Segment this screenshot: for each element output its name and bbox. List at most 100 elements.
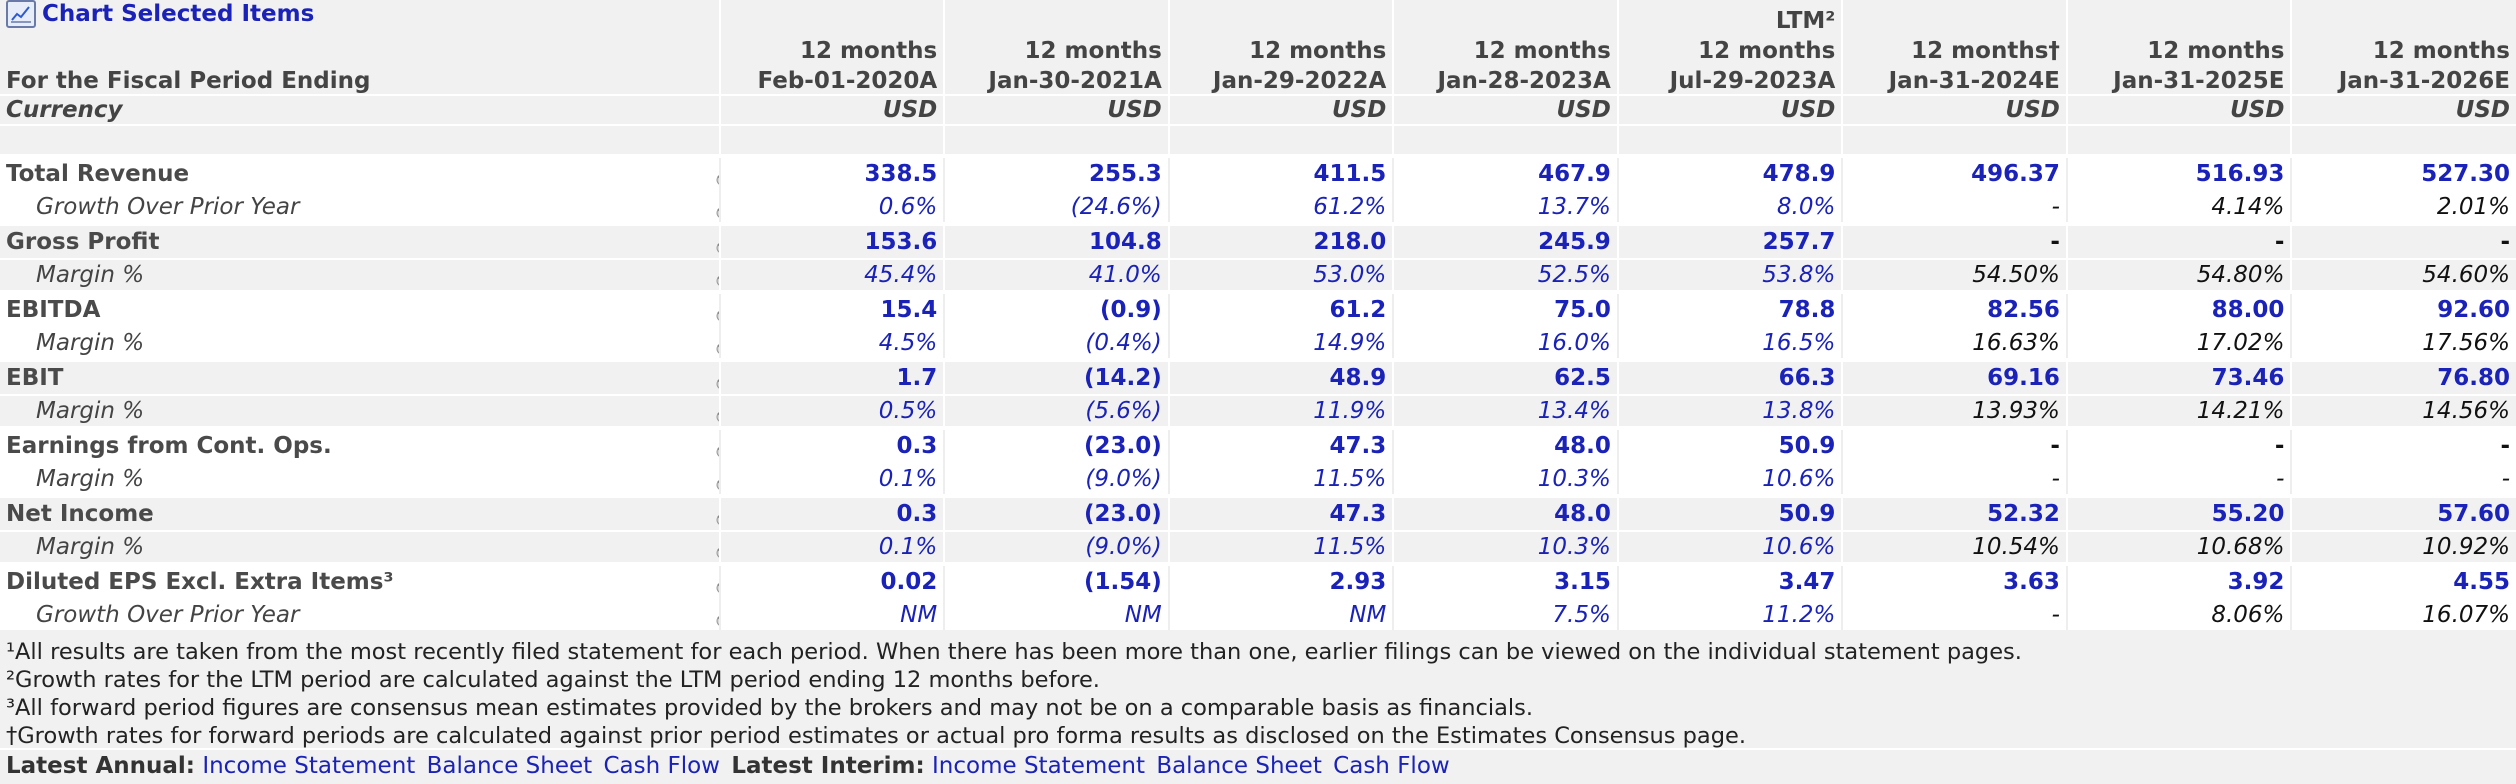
value-cell: 7.5% [1392,598,1618,630]
value-cell: - [2290,426,2516,463]
value-cell: 16.0% [1392,326,1618,360]
latest-statements-bar: Latest Annual: Income Statement Balance … [0,748,2516,782]
column-date-label: Jan-31-2024E [1841,64,2067,95]
value-cell: 3.15 [1392,562,1618,599]
value-cell: 0.6% [718,190,945,224]
row-action-cell [707,222,720,259]
ratio-row: Margin % 0.1% (9.0%) 11.5% 10.3% 10.6% - - - [0,462,2516,496]
row-action-cell [707,598,720,630]
value-cell: 17.56% [2290,326,2516,360]
value-cell: 8.06% [2065,598,2292,630]
value-cell: 53.0% [1167,258,1394,292]
ratio-row: Margin % 45.4% 41.0% 53.0% 52.5% 53.8% 54.50% 5… [0,258,2516,292]
column-top-label [943,0,1169,34]
chart-icon [6,0,36,28]
column-top-label [2290,0,2516,34]
footnote: ¹All results are taken from the most rec… [6,639,2022,665]
value-cell: 47.3 [1167,494,1394,531]
interim-income-statement-link[interactable]: Income Statement [932,753,1145,779]
value-cell: (9.0%) [943,462,1169,496]
chart-link-label: Chart Selected Items [42,1,315,27]
value-cell: 61.2 [1167,290,1394,327]
value-cell: 153.6 [718,222,945,259]
row-label: Margin % [0,326,708,360]
column-top-label [1392,0,1618,34]
value-cell: 0.3 [718,426,945,463]
spacer-cell [718,124,945,156]
interim-balance-sheet-link[interactable]: Balance Sheet [1156,753,1322,779]
column-currency: USD [1392,94,1618,125]
metric-row: EBIT 1.7 (14.2) 48.9 62.5 66.3 69.16 73.46 76.80 [0,358,2516,395]
row-label: Total Revenue [0,154,708,191]
ratio-row: Margin % 4.5% (0.4%) 14.9% 16.0% 16.5% 16.63% 1… [0,326,2516,360]
value-cell: - [1841,598,2067,630]
annual-cash-flow-link[interactable]: Cash Flow [603,753,720,779]
spacer-cell [0,124,708,156]
value-cell: (24.6%) [943,190,1169,224]
value-cell: 41.0% [943,258,1169,292]
currency-label: Currency [0,94,720,125]
column-currency: USD [2290,94,2516,125]
annual-balance-sheet-link[interactable]: Balance Sheet [426,753,593,779]
value-cell: 88.00 [2065,290,2292,327]
header-date-row: For the Fiscal Period Ending Feb-01-2020A… [0,64,2516,95]
value-cell: 10.6% [1616,530,1843,564]
value-cell: 82.56 [1841,290,2067,327]
spacer-cell [707,124,720,156]
column-currency: USD [1841,94,2067,125]
row-action-cell [707,358,720,395]
footnote: ³All forward period figures are consensu… [6,695,1534,721]
value-cell: - [1841,462,2067,496]
value-cell: 245.9 [1392,222,1618,259]
annual-income-statement-link[interactable]: Income Statement [202,753,416,779]
value-cell: NM [943,598,1169,630]
value-cell: 0.1% [718,462,945,496]
row-label: EBIT [0,358,708,395]
value-cell: 10.3% [1392,530,1618,564]
value-cell: 50.9 [1616,426,1843,463]
value-cell: 52.32 [1841,494,2067,531]
spacer-cell [943,124,1169,156]
value-cell: 0.02 [718,562,945,599]
footnotes: ¹All results are taken from the most rec… [6,638,2022,750]
value-cell: 10.54% [1841,530,2067,564]
column-top-label [718,0,945,34]
value-cell: 53.8% [1616,258,1843,292]
row-action-cell [707,290,720,327]
value-cell: 57.60 [2290,494,2516,531]
row-action-cell [707,562,720,599]
column-period-label: 12 months [1616,34,1843,64]
value-cell: - [2290,462,2516,496]
value-cell: 13.7% [1392,190,1618,224]
column-top-label: LTM² [1616,0,1843,34]
metric-row: EBITDA 15.4 (0.9) 61.2 75.0 78.8 82.56 88.00 92.… [0,290,2516,327]
value-cell: NM [1167,598,1394,630]
metric-row: Diluted EPS Excl. Extra Items³ 0.02 (1.54)… [0,562,2516,599]
column-currency: USD [1167,94,1394,125]
value-cell: - [1841,190,2067,224]
value-cell: 54.50% [1841,258,2067,292]
value-cell: - [2065,222,2292,259]
value-cell: (9.0%) [943,530,1169,564]
value-cell: (14.2) [943,358,1169,395]
value-cell: 69.16 [1841,358,2067,395]
interim-cash-flow-link[interactable]: Cash Flow [1333,753,1450,779]
column-period-label: 12 months [1167,34,1394,64]
value-cell: 8.0% [1616,190,1843,224]
value-cell: NM [718,598,945,630]
value-cell: - [2065,426,2292,463]
value-cell: 13.93% [1841,394,2067,428]
row-label: Margin % [0,462,708,496]
value-cell: - [2290,222,2516,259]
spacer-cell [1167,124,1394,156]
value-cell: 16.63% [1841,326,2067,360]
column-date-label: Jul-29-2023A [1616,64,1843,95]
value-cell: 255.3 [943,154,1169,191]
chart-selected-items-link[interactable]: Chart Selected Items [6,0,314,28]
currency-row: Currency USD USD USD USD USD USD USD USD [0,94,2516,125]
latest-annual-label: Latest Annual: [6,753,195,779]
spacer-row [0,124,2516,156]
row-action-cell [707,494,720,531]
row-label: Margin % [0,394,708,428]
metric-row: Net Income 0.3 (23.0) 47.3 48.0 50.9 52.32 55.2… [0,494,2516,531]
